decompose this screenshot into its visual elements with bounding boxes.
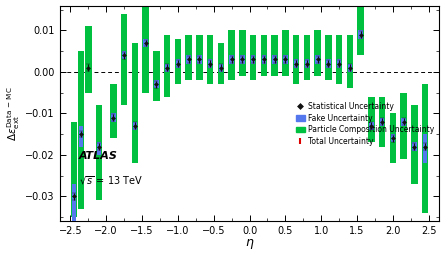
- Bar: [326, 59, 331, 68]
- Bar: [390, 113, 396, 163]
- Bar: [412, 142, 417, 151]
- Bar: [337, 59, 341, 68]
- Bar: [380, 117, 384, 126]
- Bar: [85, 26, 92, 93]
- Bar: [230, 55, 234, 64]
- Bar: [79, 126, 83, 146]
- Bar: [121, 14, 127, 105]
- Bar: [379, 97, 385, 146]
- Bar: [336, 35, 342, 84]
- Bar: [111, 113, 116, 122]
- Text: ATLAS: ATLAS: [79, 151, 117, 161]
- Bar: [368, 97, 375, 142]
- Bar: [271, 35, 278, 76]
- Bar: [411, 105, 417, 184]
- Bar: [143, 39, 148, 47]
- Bar: [400, 93, 407, 159]
- Bar: [250, 35, 256, 80]
- Bar: [133, 122, 137, 130]
- Bar: [186, 55, 191, 64]
- Bar: [78, 51, 85, 209]
- Bar: [272, 55, 277, 64]
- Bar: [240, 55, 244, 64]
- Bar: [218, 64, 223, 72]
- Bar: [316, 55, 320, 64]
- X-axis label: $\eta$: $\eta$: [245, 237, 254, 251]
- Bar: [174, 39, 181, 84]
- Bar: [282, 30, 289, 76]
- Bar: [359, 30, 363, 39]
- Bar: [218, 43, 224, 84]
- Bar: [314, 30, 321, 76]
- Y-axis label: $\Delta\varepsilon_{\mathrm{ext}}^{\mathrm{Data\,-\,MC}}$: $\Delta\varepsilon_{\mathrm{ext}}^{\math…: [5, 86, 22, 141]
- Bar: [283, 55, 287, 64]
- Bar: [228, 30, 235, 80]
- Bar: [251, 55, 255, 64]
- Bar: [305, 59, 309, 68]
- Bar: [303, 35, 310, 80]
- Bar: [261, 35, 267, 76]
- Bar: [207, 35, 213, 84]
- Bar: [422, 84, 429, 213]
- Bar: [262, 55, 266, 64]
- Bar: [357, 0, 364, 55]
- Bar: [96, 105, 102, 200]
- Bar: [293, 35, 299, 84]
- Bar: [208, 59, 212, 68]
- Bar: [196, 35, 202, 80]
- Bar: [165, 64, 169, 72]
- Bar: [164, 35, 170, 97]
- Bar: [142, 1, 149, 93]
- Bar: [239, 30, 246, 76]
- Bar: [132, 43, 138, 163]
- Bar: [71, 122, 77, 217]
- Bar: [176, 59, 180, 68]
- Bar: [154, 80, 158, 88]
- Bar: [122, 51, 126, 59]
- Bar: [369, 122, 373, 130]
- Bar: [197, 55, 202, 64]
- Bar: [391, 134, 395, 142]
- Bar: [325, 35, 332, 80]
- Legend: Statistical Uncertainty, Fake Uncertainty, Particle Composition Uncertainty, Tot: Statistical Uncertainty, Fake Uncertaint…: [294, 101, 436, 148]
- Bar: [348, 64, 352, 72]
- Bar: [347, 35, 353, 88]
- Bar: [97, 142, 101, 155]
- Bar: [423, 134, 427, 163]
- Bar: [294, 59, 298, 68]
- Bar: [401, 117, 406, 126]
- Bar: [110, 84, 117, 138]
- Bar: [186, 35, 192, 80]
- Text: $\sqrt{s}$ = 13 TeV: $\sqrt{s}$ = 13 TeV: [79, 174, 143, 187]
- Bar: [153, 51, 160, 101]
- Bar: [72, 184, 76, 221]
